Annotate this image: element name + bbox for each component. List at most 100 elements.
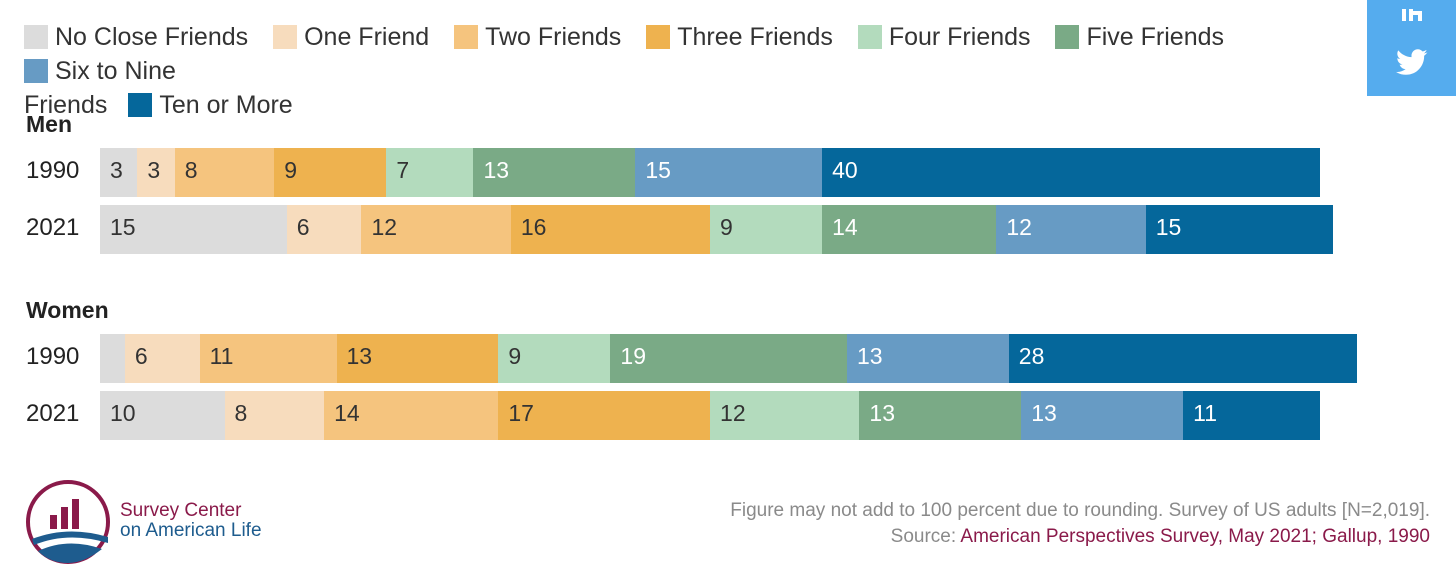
twitter-icon — [1395, 49, 1428, 81]
legend-swatch — [273, 25, 298, 49]
bar-segment-no-close-friends: 10 — [100, 391, 225, 440]
bar-segment-two-friends: 14 — [324, 391, 499, 440]
bar-value-label: 17 — [508, 400, 534, 426]
bar-segment-three-friends: 16 — [510, 205, 711, 254]
bar-segment-no-close-friends: 15 — [100, 205, 287, 254]
bar-segment-no-close-friends — [100, 334, 125, 383]
bar-value-label: 13 — [869, 400, 896, 426]
bar-value-label: 10 — [110, 400, 136, 426]
bar-segment-six-to-nine-friends: 15 — [635, 148, 823, 197]
linkedin-icon — [1399, 7, 1425, 28]
bar-value-label: 28 — [1018, 343, 1045, 369]
bar-value-label: 12 — [1006, 214, 1032, 240]
bar-segment-no-close-friends: 3 — [100, 148, 138, 197]
footnote-source-label: Source: — [890, 526, 957, 547]
bar-value-label: 15 — [1155, 214, 1182, 240]
bar-value-label: 40 — [832, 157, 858, 183]
bar-value-label: 11 — [209, 343, 234, 369]
legend-item-one-friend: One Friend — [273, 20, 429, 54]
bar-segment-two-friends: 11 — [199, 334, 337, 383]
logo-text: Survey Center on American Life — [120, 501, 262, 541]
share-panel — [1367, 0, 1456, 96]
legend-item-five-friends: Five Friends — [1055, 20, 1224, 54]
footnote-source-link[interactable]: American Perspectives Survey, May 2021; … — [960, 526, 1430, 547]
legend-swatch — [1055, 25, 1080, 49]
bar-value-label: 13 — [1031, 400, 1057, 426]
linkedin-share-button[interactable] — [1367, 0, 1456, 34]
legend-item-six-to-nine: Six to Nine — [24, 54, 176, 88]
bar-value-label: 15 — [645, 157, 671, 183]
bar-value-label: 3 — [147, 157, 161, 183]
bar-segment-three-friends: 13 — [336, 334, 499, 383]
bar-value-label: 19 — [620, 343, 646, 369]
logo-mark-icon — [24, 480, 112, 571]
bar-segment-five-friends: 14 — [822, 205, 997, 254]
legend-item-ten-or-more: Ten or More — [128, 88, 293, 122]
legend-label-wrap: Friends — [24, 91, 108, 119]
group-title-men: Men — [26, 111, 72, 137]
legend-item-six-to-nine-wrap: Friends — [24, 88, 107, 122]
chart-legend: No Close Friends One Friend Two Friends … — [24, 20, 1344, 122]
bar-segment-ten-or-more: 28 — [1008, 334, 1358, 383]
survey-center-logo[interactable]: Survey Center on American Life — [24, 477, 284, 567]
bar-value-label: 6 — [296, 214, 310, 240]
bar-value-label: 7 — [396, 157, 410, 183]
bar-value-label: 8 — [184, 157, 198, 183]
bar-segment-one-friend: 6 — [286, 205, 362, 254]
legend-swatch — [128, 93, 153, 117]
bar-segment-three-friends: 17 — [498, 391, 711, 440]
bar-segment-four-friends: 9 — [498, 334, 611, 383]
legend-label: Two Friends — [485, 23, 622, 51]
bar-segment-ten-or-more: 15 — [1145, 205, 1333, 254]
bar-segment-four-friends: 9 — [710, 205, 823, 254]
row-year-label: 1990 — [26, 157, 80, 184]
bar-value-label: 15 — [110, 214, 136, 240]
legend-label: Four Friends — [888, 23, 1031, 51]
legend-swatch — [857, 25, 882, 49]
logo-line-2: on American Life — [120, 520, 262, 541]
logo-line-1: Survey Center — [120, 500, 242, 521]
legend-item-three-friends: Three Friends — [646, 20, 833, 54]
bar-value-label: 6 — [134, 343, 148, 369]
bar-value-label: 13 — [483, 157, 510, 183]
bar-segment-four-friends: 7 — [386, 148, 474, 197]
twitter-share-button[interactable] — [1367, 34, 1456, 96]
stacked-bar-women-2021: 10 8 14 17 12 13 13 11 — [100, 391, 1321, 440]
footnote-note: Figure may not add to 100 percent due to… — [730, 500, 1430, 521]
row-year-label: 2021 — [26, 214, 80, 241]
legend-label: Six to Nine — [55, 57, 176, 85]
bar-segment-two-friends: 8 — [174, 148, 275, 197]
bar-value-label: 14 — [832, 214, 858, 240]
stacked-bar-men-2021: 15 6 12 16 9 14 12 15 — [100, 205, 1333, 254]
legend-item-four-friends: Four Friends — [857, 20, 1031, 54]
bar-value-label: 13 — [346, 343, 373, 369]
bar-segment-one-friend: 3 — [137, 148, 175, 197]
bar-value-label: 9 — [508, 343, 522, 369]
legend-swatch — [24, 59, 48, 83]
bar-value-label: 12 — [371, 214, 398, 240]
bar-value-label: 9 — [284, 157, 298, 183]
bar-segment-ten-or-more: 40 — [822, 148, 1321, 197]
footnote-source: Source: American Perspectives Survey, Ma… — [730, 524, 1430, 550]
row-year-label: 1990 — [26, 343, 80, 370]
bar-value-label: 16 — [520, 214, 547, 240]
bar-segment-six-to-nine-friends: 13 — [1021, 391, 1184, 440]
bar-segment-ten-or-more: 11 — [1183, 391, 1321, 440]
bar-segment-one-friend: 8 — [224, 391, 325, 440]
bar-segment-two-friends: 12 — [361, 205, 511, 254]
bar-value-label: 12 — [720, 400, 746, 426]
legend-swatch — [646, 25, 671, 49]
legend-label: Ten or More — [159, 91, 293, 119]
bar-segment-four-friends: 12 — [710, 391, 860, 440]
stacked-bar-men-1990: 3 3 8 9 7 13 15 40 — [100, 148, 1321, 197]
stacked-bar-women-1990: 6 11 13 9 19 13 28 — [100, 334, 1358, 383]
bar-segment-five-friends: 13 — [859, 391, 1022, 440]
bar-value-label: 11 — [1193, 400, 1217, 426]
legend-label: One Friend — [304, 23, 430, 51]
legend-label: Three Friends — [677, 23, 833, 51]
bar-value-label: 3 — [110, 157, 123, 183]
legend-item-two-friends: Two Friends — [454, 20, 621, 54]
bar-value-label: 14 — [334, 400, 360, 426]
group-title-women: Women — [26, 297, 109, 323]
legend-swatch — [454, 25, 479, 49]
